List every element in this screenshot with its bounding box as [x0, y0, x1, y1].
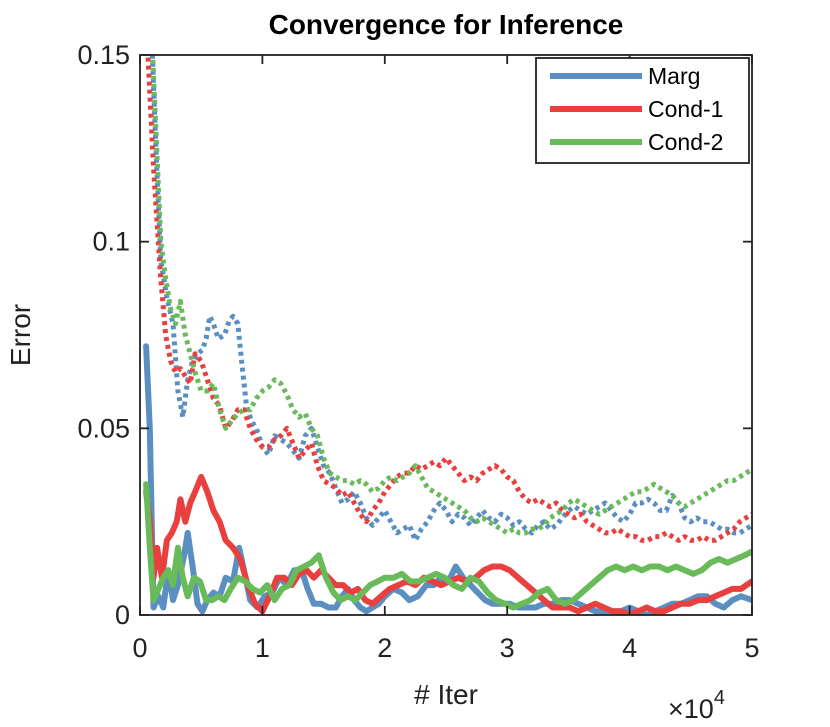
x-tick-label-0: 0 — [132, 633, 147, 663]
x-tick-label-1: 1 — [255, 633, 270, 663]
y-tick-label-2: 0.1 — [92, 227, 130, 257]
x-tick-label-5: 5 — [744, 633, 759, 663]
series-line-cond-1-dotted — [145, 55, 752, 543]
y-tick-label-0: 0 — [115, 600, 130, 630]
series-line-cond-2-solid — [143, 481, 752, 611]
y-tick-label-1: 0.05 — [77, 413, 130, 443]
x-axis-multiplier-exponent: 4 — [714, 687, 725, 709]
x-axis-label: # Iter — [414, 679, 478, 710]
x-tick-label-2: 2 — [377, 633, 392, 663]
x-axis-multiplier-base: ×10 — [668, 694, 714, 724]
x-axis-multiplier: ×104 — [668, 687, 725, 724]
y-axis-label: Error — [5, 304, 36, 366]
chart-title: Convergence for Inference — [269, 9, 624, 40]
legend-label-cond-1: Cond-1 — [648, 96, 723, 122]
series-line-marg-solid — [143, 343, 752, 615]
legend-label-cond-2: Cond-2 — [648, 129, 723, 155]
y-tick-label-3: 0.15 — [77, 40, 130, 70]
x-tick-label-4: 4 — [622, 633, 637, 663]
plot-frame — [139, 54, 753, 616]
series-line-marg-dotted — [149, 55, 752, 543]
x-tick-label-3: 3 — [500, 633, 515, 663]
x-tick-labels: 0 1 2 3 4 5 — [132, 633, 759, 663]
axis-ticks — [139, 54, 753, 616]
y-tick-labels: 0 0.05 0.1 0.15 — [77, 40, 130, 630]
legend-label-marg: Marg — [648, 63, 700, 89]
legend: Marg Cond-1 Cond-2 — [535, 57, 750, 164]
